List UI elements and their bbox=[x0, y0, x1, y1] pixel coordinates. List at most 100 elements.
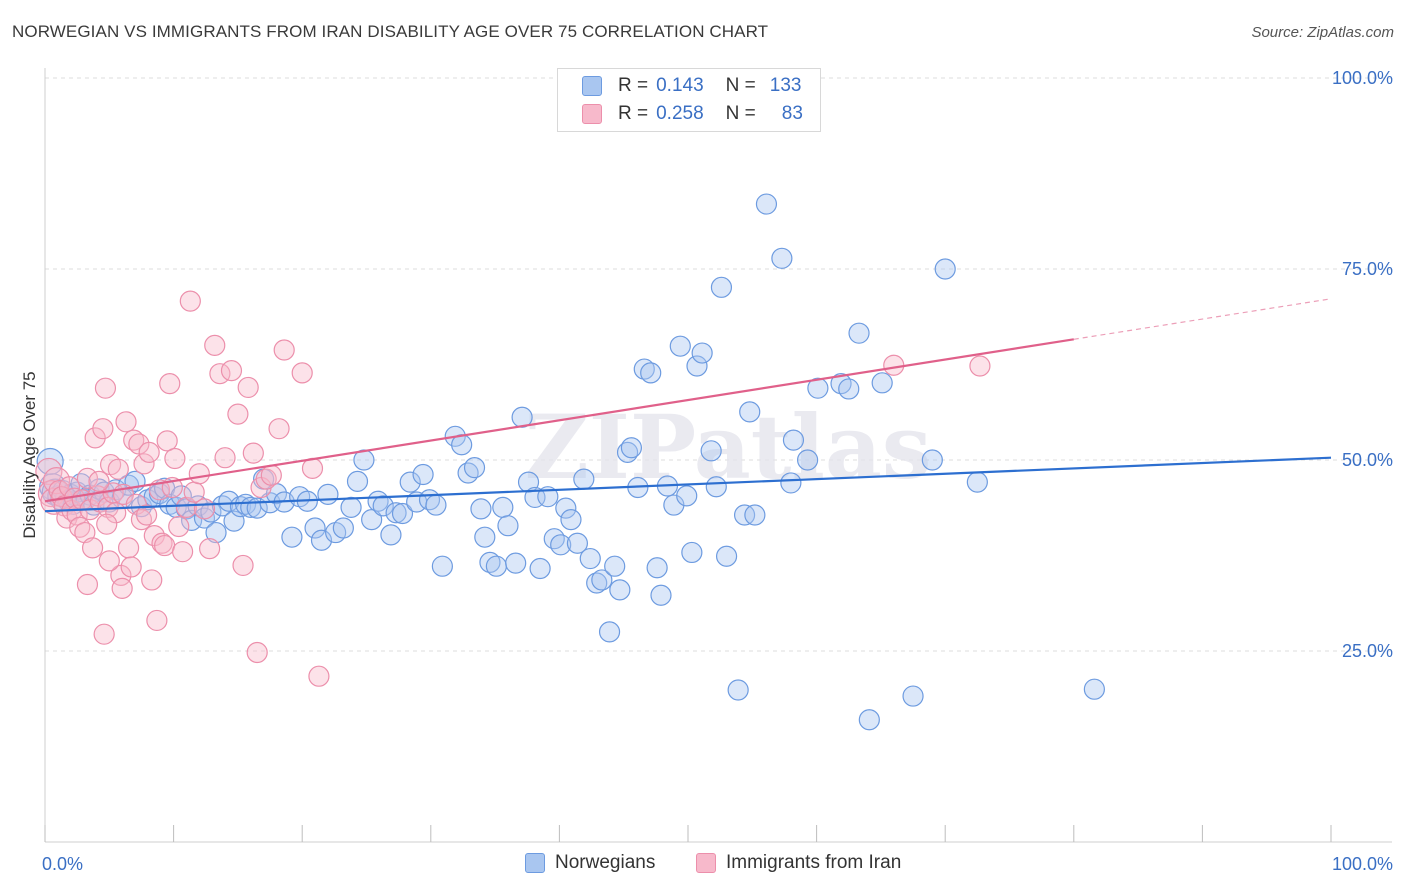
data-point bbox=[633, 358, 655, 380]
y-tick-label: 25.0% bbox=[1342, 641, 1393, 661]
data-point bbox=[543, 528, 565, 550]
data-point bbox=[188, 463, 210, 485]
data-point bbox=[470, 498, 492, 520]
data-point bbox=[529, 557, 551, 580]
data-point bbox=[159, 373, 181, 395]
data-point bbox=[431, 555, 453, 577]
data-point bbox=[902, 685, 924, 707]
data-point bbox=[346, 470, 369, 492]
data-point bbox=[193, 507, 216, 529]
data-point bbox=[691, 342, 713, 364]
data-point bbox=[780, 472, 802, 494]
data-point bbox=[566, 532, 589, 554]
data-point bbox=[966, 471, 988, 493]
data-point bbox=[115, 411, 137, 433]
data-point bbox=[1083, 678, 1105, 700]
data-point bbox=[676, 485, 698, 507]
legend-row-norwegians: R = 0.143 N = 133 bbox=[582, 73, 801, 99]
n-value: 83 bbox=[781, 103, 803, 124]
n-label: N = bbox=[725, 75, 756, 96]
data-point bbox=[220, 360, 243, 382]
data-point bbox=[74, 521, 96, 544]
x-tick-label-max: 100.0% bbox=[1332, 854, 1393, 874]
data-point bbox=[579, 547, 601, 570]
data-point bbox=[94, 377, 117, 399]
data-point bbox=[807, 377, 829, 399]
data-point bbox=[92, 418, 114, 440]
data-point bbox=[304, 517, 326, 539]
data-point bbox=[268, 418, 290, 440]
norwegians-swatch bbox=[582, 76, 602, 96]
r-label: R = bbox=[618, 103, 649, 124]
data-point bbox=[204, 334, 226, 356]
data-point bbox=[205, 521, 227, 544]
data-point bbox=[156, 430, 178, 452]
iran-trend-line bbox=[44, 338, 1074, 503]
data-point bbox=[153, 534, 176, 557]
data-point bbox=[120, 556, 142, 578]
axes bbox=[44, 68, 1392, 843]
data-point bbox=[838, 378, 860, 400]
data-point bbox=[246, 641, 268, 664]
data-point bbox=[172, 541, 194, 563]
data-point bbox=[242, 442, 264, 464]
data-point bbox=[281, 526, 303, 548]
data-point bbox=[830, 373, 852, 395]
data-point bbox=[550, 534, 572, 556]
data-point bbox=[135, 504, 158, 526]
data-point bbox=[380, 524, 402, 546]
data-point bbox=[739, 401, 761, 423]
data-point bbox=[705, 476, 727, 498]
data-point bbox=[848, 322, 870, 344]
legend-row-iran: R = 0.258 N = 83 bbox=[582, 101, 803, 127]
data-point bbox=[715, 545, 738, 567]
data-point bbox=[412, 463, 434, 486]
data-point bbox=[425, 494, 447, 516]
data-point bbox=[969, 355, 991, 377]
n-label: N = bbox=[725, 103, 756, 124]
data-point bbox=[560, 508, 582, 531]
norwegians-swatch bbox=[525, 853, 545, 873]
stats-legend: R = 0.143 N = 133 R = 0.258 N = 83 bbox=[557, 68, 821, 132]
data-point bbox=[686, 355, 708, 377]
y-axis-label: Disability Age Over 75 bbox=[20, 371, 39, 538]
data-point bbox=[332, 517, 354, 539]
data-point bbox=[291, 362, 313, 384]
iran-swatch bbox=[696, 853, 716, 873]
data-point bbox=[214, 447, 236, 469]
data-point bbox=[81, 537, 104, 559]
data-point bbox=[497, 515, 519, 537]
legend-label-iran: Immigrants from Iran bbox=[726, 852, 902, 873]
data-point bbox=[308, 665, 330, 687]
data-point bbox=[391, 502, 414, 525]
norwegians-trend-line bbox=[44, 456, 1332, 513]
data-point bbox=[771, 247, 793, 269]
data-point bbox=[340, 496, 362, 518]
data-point bbox=[796, 449, 819, 471]
data-point bbox=[96, 513, 118, 535]
data-point bbox=[871, 372, 893, 394]
data-point bbox=[782, 429, 805, 451]
data-point bbox=[141, 569, 163, 591]
data-point bbox=[133, 453, 155, 475]
data-point bbox=[921, 449, 943, 471]
data-point bbox=[609, 579, 631, 601]
data-point bbox=[591, 569, 613, 591]
data-point bbox=[505, 552, 527, 574]
data-point bbox=[492, 496, 514, 518]
y-tick-label: 75.0% bbox=[1342, 259, 1393, 279]
iran-trend-extension bbox=[1073, 298, 1332, 340]
series-legend: Norwegians Immigrants from Iran bbox=[0, 850, 1406, 878]
grid-lines bbox=[45, 77, 1392, 652]
data-point bbox=[317, 483, 339, 505]
data-point bbox=[179, 290, 201, 312]
data-point bbox=[35, 457, 63, 486]
data-point bbox=[934, 258, 956, 280]
data-point bbox=[193, 498, 216, 520]
legend-item-iran: Immigrants from Iran bbox=[696, 852, 901, 874]
trend-lines bbox=[44, 298, 1332, 513]
data-point bbox=[681, 541, 703, 564]
x-tick-label-min: 0.0% bbox=[42, 854, 83, 874]
data-point bbox=[88, 470, 110, 492]
data-point bbox=[755, 193, 778, 215]
